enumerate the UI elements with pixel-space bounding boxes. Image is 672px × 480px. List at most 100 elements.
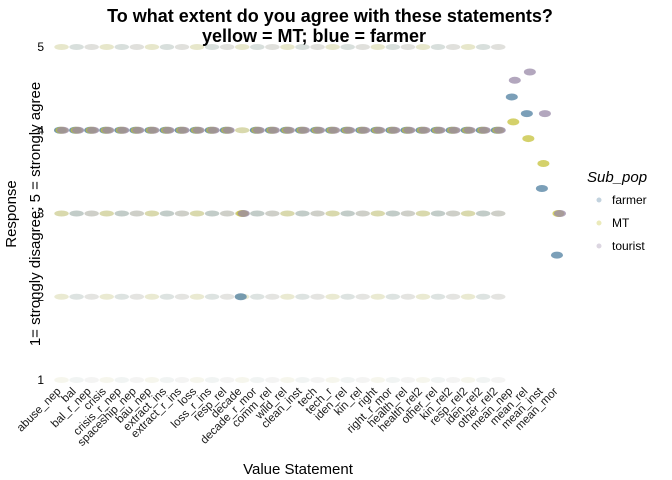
- response-band: [445, 44, 461, 50]
- response-band: [430, 44, 446, 50]
- y-axis-title: Response 1= strongly disagree; 5 = stron…: [3, 82, 44, 346]
- response-band: [370, 377, 385, 383]
- response-band: [144, 293, 160, 300]
- response-band: [265, 293, 280, 300]
- response-bands: [54, 44, 506, 383]
- data-point-tourist: [493, 126, 506, 134]
- y-axis: 1 2 3 4 5: [37, 40, 44, 387]
- response-band: [235, 44, 250, 50]
- response-band: [250, 293, 265, 300]
- response-band: [69, 44, 84, 50]
- data-point-tourist: [297, 126, 310, 134]
- y-axis-title-line1: Response: [3, 180, 20, 248]
- response-band: [445, 377, 461, 383]
- legend-label-farmer: farmer: [612, 193, 647, 207]
- response-band: [265, 44, 280, 50]
- response-band: [159, 210, 175, 217]
- response-band: [385, 377, 401, 383]
- y-axis-title-line2: 1= strongly disagree; 5 = strongly agree: [27, 82, 44, 346]
- data-point-tourist: [267, 126, 280, 134]
- data-point-farmer: [550, 251, 563, 259]
- response-band: [325, 377, 340, 383]
- response-band: [355, 44, 370, 50]
- data-point-farmer: [505, 93, 518, 101]
- x-axis-title: Value Statement: [243, 461, 354, 478]
- data-point-tourist: [448, 126, 461, 134]
- data-point-tourist: [207, 126, 220, 134]
- data-point-tourist: [388, 126, 401, 134]
- response-band: [355, 293, 370, 300]
- response-band: [475, 293, 491, 300]
- response-band: [84, 377, 99, 383]
- chart-title: To what extent do you agree with these s…: [107, 6, 553, 26]
- data-point-farmer: [535, 185, 548, 193]
- legend-key-farmer: [596, 197, 602, 203]
- response-band: [250, 44, 265, 50]
- data-point-tourist: [403, 126, 416, 134]
- data-point-tourist: [162, 126, 175, 134]
- response-band: [219, 44, 235, 50]
- response-band: [415, 210, 431, 217]
- response-band: [235, 377, 250, 383]
- response-band: [129, 44, 145, 50]
- response-band: [460, 44, 476, 50]
- response-band: [491, 377, 506, 383]
- response-band: [280, 44, 295, 50]
- response-band: [204, 210, 220, 217]
- response-band: [460, 293, 476, 300]
- response-band: [325, 210, 340, 217]
- legend-key-MT: [596, 220, 602, 226]
- data-point-tourist: [313, 126, 326, 134]
- response-band: [129, 210, 145, 217]
- data-point-tourist: [57, 126, 70, 134]
- data-point-tourist: [343, 126, 356, 134]
- response-band: [280, 293, 295, 300]
- response-band: [355, 377, 370, 383]
- legend-title: Sub_pop: [587, 169, 647, 186]
- response-band: [445, 210, 461, 217]
- response-band: [144, 210, 160, 217]
- response-band: [235, 127, 250, 134]
- response-band: [129, 377, 145, 383]
- response-band: [174, 210, 190, 217]
- response-band: [430, 293, 446, 300]
- data-point-farmer: [234, 293, 247, 301]
- response-band: [340, 210, 355, 217]
- legend-label-MT: MT: [612, 216, 630, 230]
- response-band: [99, 44, 114, 50]
- response-band: [400, 210, 416, 217]
- response-band: [114, 44, 129, 50]
- response-band: [370, 293, 385, 300]
- y-tick-label: 2: [37, 290, 44, 304]
- y-tick-label: 1: [37, 373, 44, 387]
- response-band: [430, 377, 446, 383]
- response-band: [265, 377, 280, 383]
- data-point-tourist: [538, 110, 551, 118]
- response-band: [475, 210, 491, 217]
- response-band: [54, 377, 69, 383]
- data-point-tourist: [463, 126, 476, 134]
- response-band: [460, 377, 476, 383]
- response-band: [219, 293, 235, 300]
- response-band: [189, 293, 205, 300]
- response-band: [295, 44, 310, 50]
- response-band: [69, 293, 84, 300]
- y-tick-label: 3: [37, 207, 44, 221]
- response-band: [340, 44, 355, 50]
- response-band: [69, 377, 84, 383]
- response-band: [99, 377, 114, 383]
- response-band: [204, 293, 220, 300]
- response-band: [370, 44, 385, 50]
- data-point-tourist: [87, 126, 100, 134]
- response-band: [129, 293, 145, 300]
- response-band: [295, 210, 310, 217]
- response-band: [280, 377, 295, 383]
- data-point-tourist: [252, 126, 265, 134]
- response-band: [460, 210, 476, 217]
- response-band: [189, 44, 205, 50]
- data-point-tourist: [117, 126, 130, 134]
- data-point-tourist: [478, 126, 491, 134]
- response-band: [430, 210, 446, 217]
- response-band: [400, 377, 416, 383]
- response-band: [174, 293, 190, 300]
